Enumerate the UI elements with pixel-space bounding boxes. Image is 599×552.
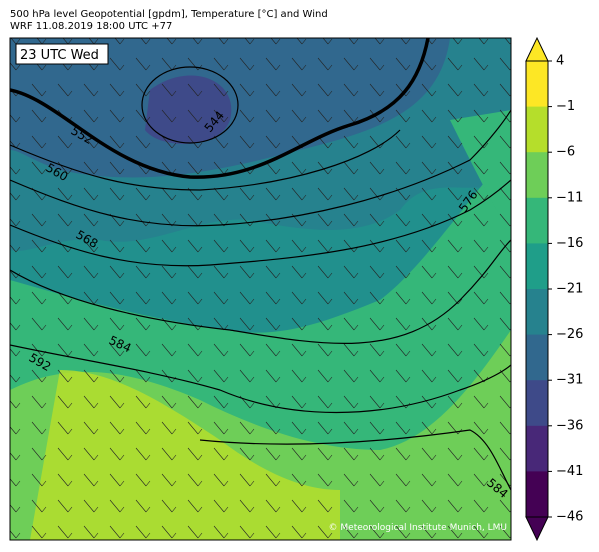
colorbar-tick-label: −31	[556, 373, 583, 388]
colorbar-band	[526, 334, 548, 381]
contour-552	[10, 38, 430, 179]
colorbar-tick-label: −41	[556, 464, 583, 479]
colorbar-tick-label: −1	[556, 99, 575, 114]
colorbar-tick-label: −6	[556, 145, 575, 160]
colorbar-tick-label: −21	[556, 282, 583, 297]
time-box	[15, 43, 109, 65]
colorbar-tick-label: −26	[556, 327, 583, 342]
colorbar-band	[526, 380, 548, 427]
colorbar-band	[526, 425, 548, 472]
colorbar-tick-label: 4	[556, 54, 564, 69]
colorbar-extend-top	[525, 36, 549, 62]
colorbar-band	[526, 152, 548, 199]
title-line-1: 500 hPa level Geopotential [gpdm], Tempe…	[10, 9, 328, 20]
colorbar-band	[526, 289, 548, 336]
colorbar-band	[526, 471, 548, 518]
contours	[10, 66, 511, 491]
colorbar-tick-label: −11	[556, 190, 583, 205]
colorbar-band	[526, 106, 548, 153]
colorbar: 4 −1 −6 −11 −16 −21 −26 −31 −36 −41 −46	[525, 36, 583, 542]
colorbar-band	[526, 197, 548, 244]
copyright: © Meteorological Institute Munich, LMU	[329, 523, 507, 533]
colorbar-tick-label: −46	[556, 510, 583, 525]
colorbar-band	[526, 243, 548, 290]
colorbar-extend-bottom	[525, 516, 549, 542]
time-label: 23 UTC Wed	[20, 48, 99, 63]
title-line-2: WRF 11.08.2019 18:00 UTC +77	[10, 21, 172, 32]
map-frame	[9, 37, 512, 541]
map-area: 23 UTC Wed 552 544 560 568 576 584 592 5…	[10, 38, 511, 540]
colorbar-band	[526, 61, 548, 108]
colorbar-tick-label: −36	[556, 418, 583, 433]
colorbar-tick-label: −16	[556, 236, 583, 251]
